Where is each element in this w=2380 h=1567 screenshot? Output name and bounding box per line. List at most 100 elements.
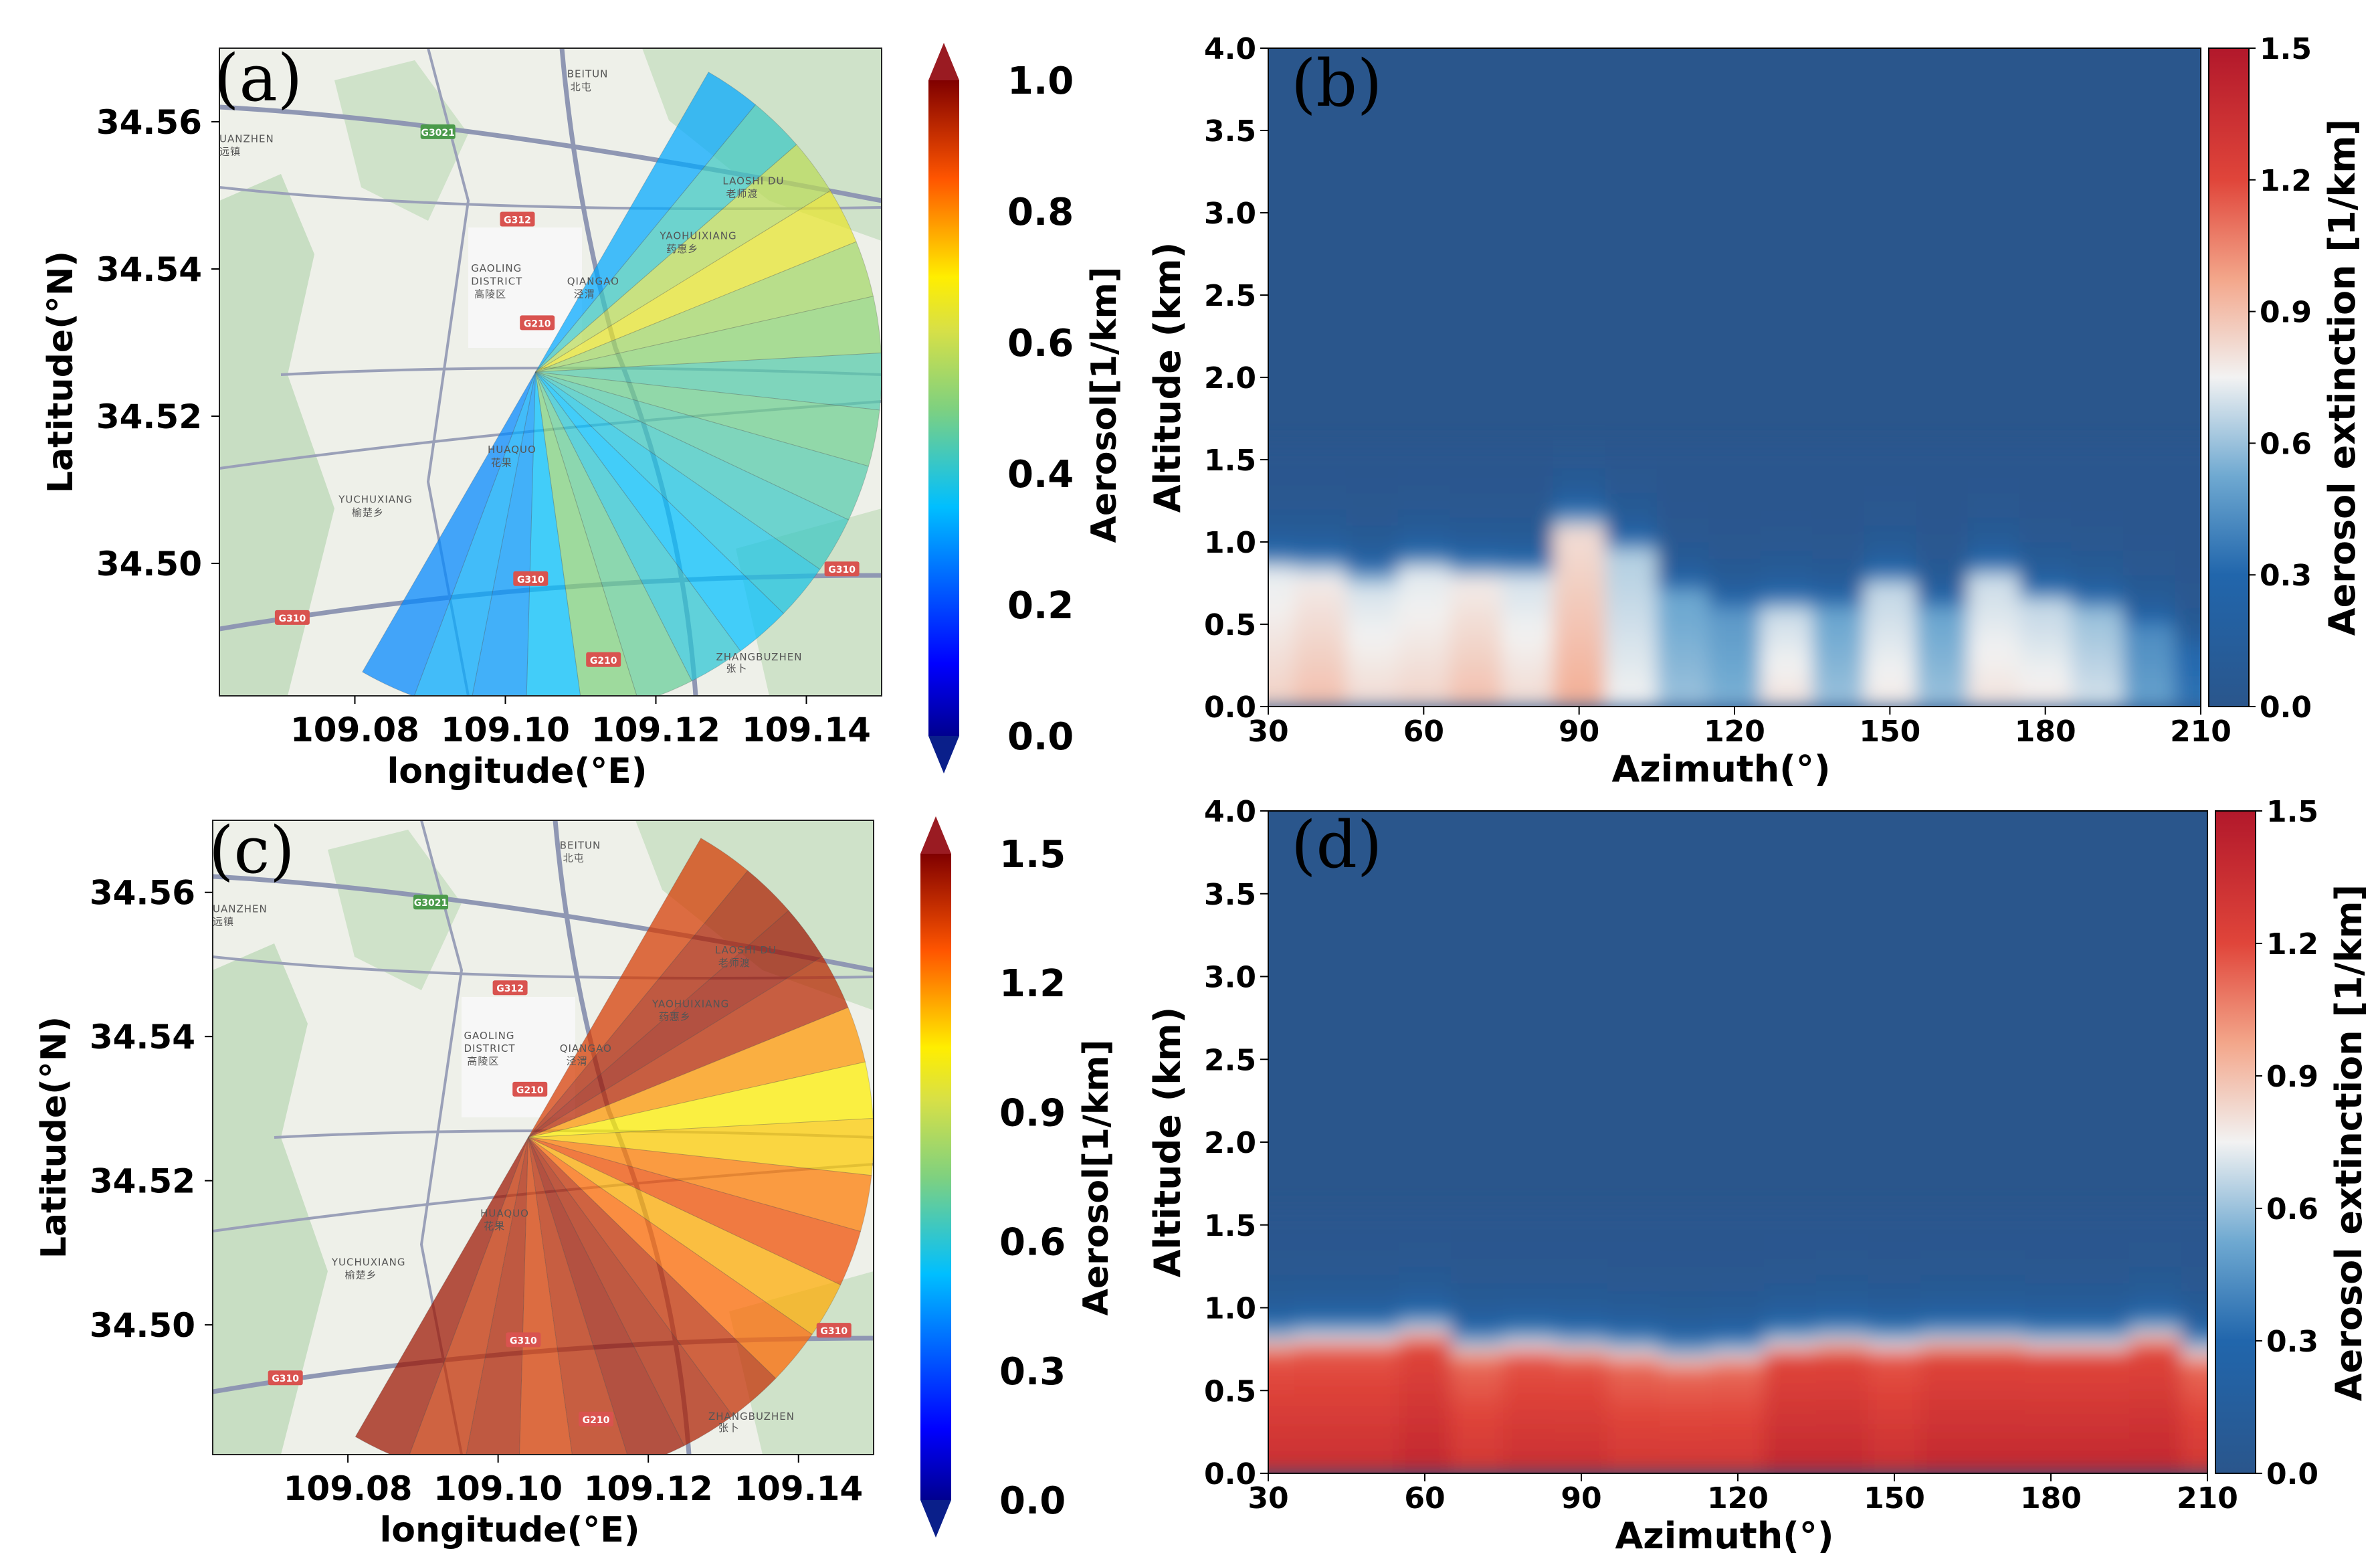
heat-cell [2077, 1299, 2130, 1309]
heat-cell [1864, 682, 1917, 691]
heat-cell [1868, 1448, 1922, 1458]
heat-cell [1268, 657, 1296, 666]
heat-cell [2175, 600, 2201, 609]
heat-cell [1916, 460, 1969, 469]
heat-cell [1916, 583, 1969, 592]
heat-cell [1812, 616, 1866, 625]
heat-cell [1553, 566, 1607, 576]
heat-cell [1346, 542, 1399, 551]
heat-cell [2181, 1224, 2207, 1234]
heat-cell [1712, 1440, 1765, 1449]
heat-cell [1816, 1457, 1870, 1466]
heat-cell [2181, 1315, 2207, 1325]
heat-cell [1347, 1398, 1400, 1408]
map-label: GAOLING [464, 1030, 514, 1042]
y-tick-label: 2.5 [1204, 279, 1256, 313]
heat-cell [2071, 690, 2124, 699]
heat-cell [2122, 484, 2177, 494]
heat-cell [1503, 1398, 1557, 1408]
heat-cell [2175, 525, 2201, 535]
heat-cell [1920, 1315, 1974, 1325]
heat-cell [1555, 1307, 1609, 1317]
heat-cell [1605, 575, 1658, 584]
heat-cell [1555, 1423, 1609, 1433]
colorbar-a-max-arrow [928, 43, 959, 80]
heat-cell [1708, 690, 1762, 699]
heat-cell [1660, 1423, 1713, 1433]
heat-cell [1760, 591, 1814, 601]
heat-cell [1816, 1432, 1870, 1441]
heat-cell [1268, 1208, 1296, 1218]
heat-cell [1268, 468, 1296, 477]
heat-cell [1868, 1332, 1922, 1342]
y-tick-label: 4.0 [1204, 795, 1256, 829]
heat-cell [1656, 443, 1710, 452]
heat-cell [1268, 583, 1296, 592]
map-label: 远镇 [219, 146, 241, 158]
heat-cell [1397, 533, 1451, 543]
heat-cell [1916, 624, 1969, 634]
heat-cell [2025, 1283, 2078, 1292]
heat-cell [2129, 1275, 2183, 1284]
heat-cell [2019, 451, 2073, 460]
heat-cell [1816, 1382, 1870, 1392]
heat-cell [2129, 1249, 2183, 1259]
heat-cell [1399, 1249, 1452, 1259]
heat-cell [1347, 1374, 1400, 1383]
heat-cell [1347, 1407, 1400, 1416]
heat-cell [1864, 665, 1917, 674]
road-shield-icon [506, 1332, 541, 1348]
heat-cell [1451, 1423, 1504, 1433]
heat-cell [1294, 525, 1348, 535]
heat-cell [1294, 648, 1348, 658]
heat-cell [1708, 550, 1762, 559]
heat-cell [1868, 1457, 1922, 1466]
heat-cell [1656, 682, 1710, 691]
heat-cell [1294, 1448, 1348, 1458]
axes-c: 109.08 109.10 109.12 109.14 34.56 34.54 34.52 3… [34, 874, 863, 1550]
heat-cell [1347, 1382, 1400, 1392]
heat-cell [1451, 1374, 1504, 1383]
heat-cell [2129, 1398, 2183, 1408]
heat-cell [1656, 673, 1710, 683]
heat-cell [1294, 624, 1348, 634]
heat-cell [1712, 1432, 1765, 1441]
heat-cell [1294, 1283, 1348, 1292]
heat-cell [1268, 443, 1296, 452]
heat-cell [1868, 1291, 1922, 1301]
heat-cell [2071, 632, 2124, 642]
heat-cell [1399, 1374, 1452, 1383]
heat-cell [1397, 591, 1451, 601]
heat-cell [1399, 1390, 1452, 1400]
heat-cell [1967, 558, 2021, 567]
heat-cell [1760, 698, 1814, 707]
heat-cell [1605, 460, 1658, 469]
heat-cell [1399, 1283, 1452, 1292]
heat-cell [1920, 1208, 1974, 1218]
heat-cell [1397, 616, 1451, 625]
panel-b: (b) 30 60 90 120 150 180 210 0.0 0.5 1.0 1.5 2.0 2.5… [1147, 32, 2363, 790]
heat-cell [1864, 616, 1917, 625]
heat-cell [1399, 1423, 1452, 1433]
heat-cell [1268, 1307, 1296, 1317]
heat-cell [2129, 1299, 2183, 1309]
heat-cell [1816, 1233, 1870, 1242]
heat-cell [2019, 583, 2073, 592]
heat-cell [2175, 550, 2201, 559]
heat-cell [2175, 632, 2201, 642]
heat-cell [1660, 1224, 1713, 1234]
heat-cell [1764, 1283, 1817, 1292]
heat-cell [2019, 673, 2073, 683]
heat-cell [1451, 1440, 1504, 1449]
heat-cell [1397, 657, 1451, 666]
heat-cell [1760, 542, 1814, 551]
heat-cell [2071, 533, 2124, 543]
heat-cell [1397, 558, 1451, 567]
heat-cell [2077, 1382, 2130, 1392]
heat-cell [1347, 1258, 1400, 1267]
heat-cell [2122, 443, 2177, 452]
heat-cell [1920, 1398, 1974, 1408]
heat-cell [1294, 1366, 1348, 1375]
colorbar-tick-label: 0.6 [2260, 427, 2312, 461]
sector-wedge [535, 371, 741, 682]
